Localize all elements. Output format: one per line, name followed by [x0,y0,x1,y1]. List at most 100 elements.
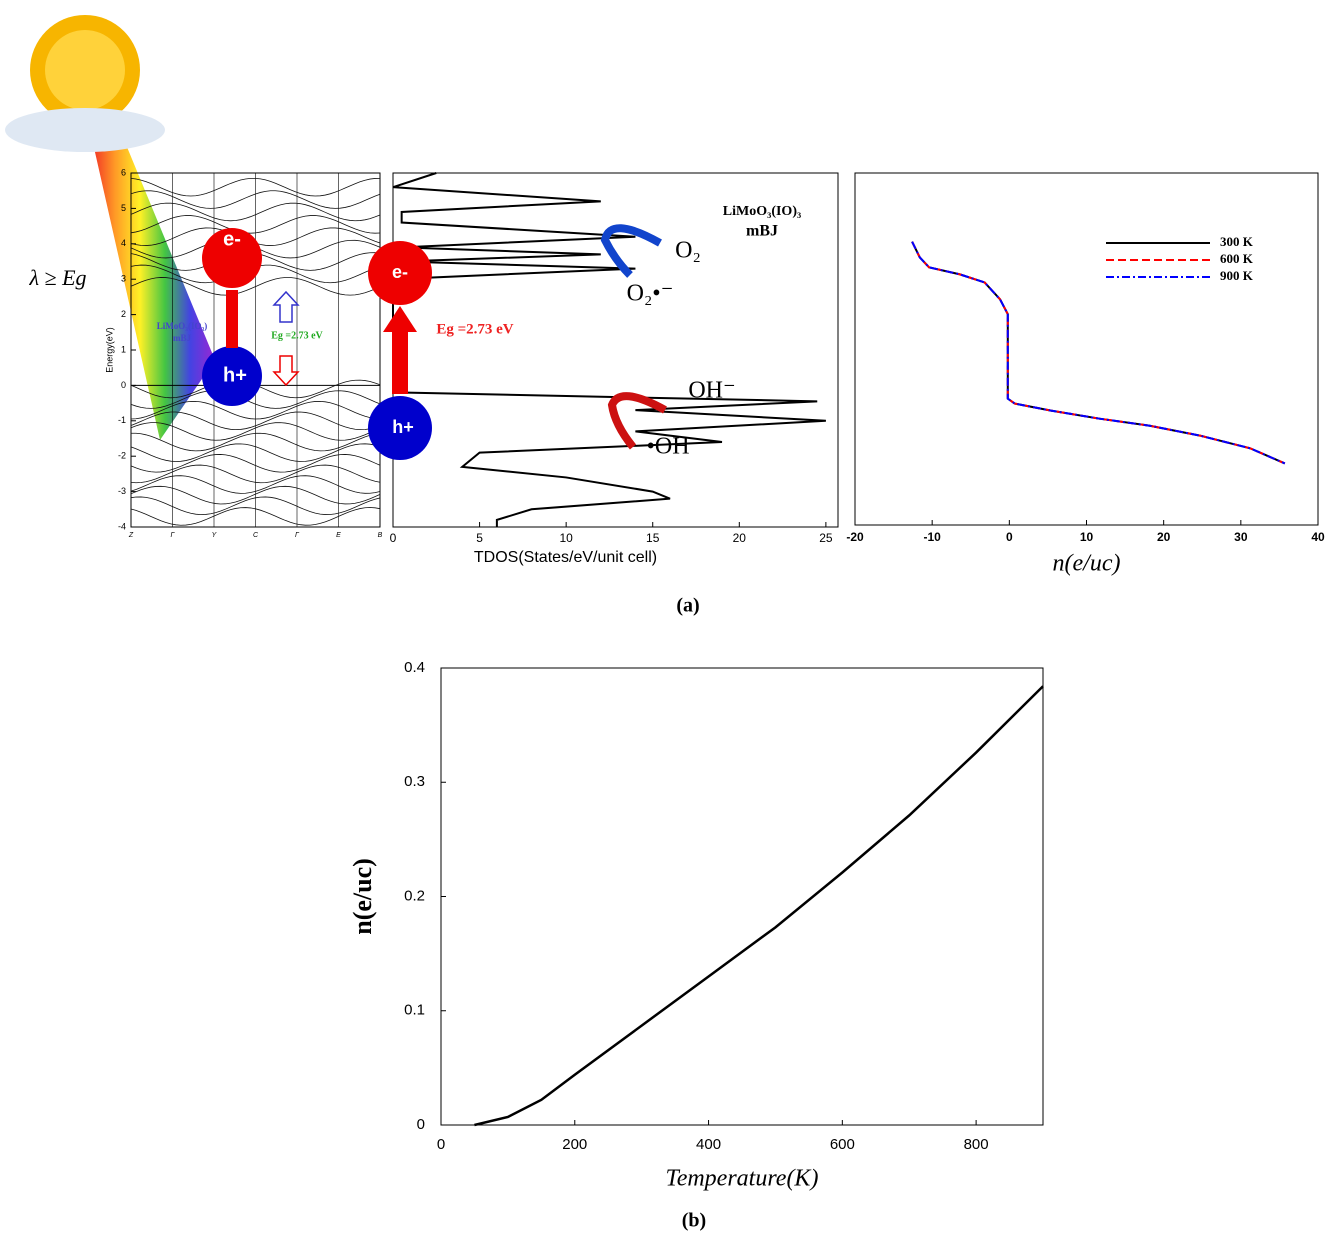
plot-frame [854,172,1319,526]
x-tick-label: 0 [1006,530,1013,544]
x-tick-label: 20 [733,531,747,545]
band-line [130,443,381,462]
reaction-arrow [607,392,667,450]
y-tick-label: 0 [417,1116,425,1133]
annotation: Eg =2.73 eV [271,330,323,341]
arrow [272,290,300,323]
legend-label: 600 K [1220,251,1254,266]
band-line [130,475,381,494]
x-axis-label: n(e/uc) [1053,551,1121,577]
x-tick-label: Z [128,532,134,539]
y-tick-label: 1 [121,344,126,354]
y-tick-label: 6 [121,167,126,177]
hole [368,396,432,460]
annotation: Eg =2.73 eV [436,321,513,337]
x-tick-label: B [378,532,383,539]
y-tick-label: -1 [118,415,126,425]
caption: (a) [676,595,699,617]
x-tick-label: 5 [476,531,483,545]
electron [368,241,432,305]
x-tick-label: 400 [696,1136,721,1153]
band-line [130,400,381,420]
y-tick-label: 0.4 [404,659,425,676]
y-tick-label: 0.2 [404,887,425,904]
x-tick-label: 30 [1234,530,1248,544]
reaction-arrow [600,224,662,278]
tdos-line [392,172,826,527]
x-tick-label: 600 [830,1136,855,1153]
series-line [911,241,1286,465]
x-tick-label: 40 [1311,530,1325,544]
x-axis-label: TDOS(States/eV/unit cell) [474,549,657,566]
band-line [130,277,381,296]
y-tick-label: -4 [118,521,126,531]
annotation: e- [392,262,408,282]
band-line [130,432,381,452]
band-line [130,390,381,409]
annotation: mBJ [173,333,192,343]
x-tick-label: 0 [390,531,397,545]
x-tick-label: 10 [559,531,573,545]
band-line [130,422,381,441]
x-tick-label: 200 [562,1136,587,1153]
y-tick-label: 0 [121,380,126,390]
band-line [130,485,381,505]
x-tick-label: 10 [1080,530,1094,544]
y-tick-label: 4 [121,238,126,248]
y-tick-label: 0.1 [404,1002,425,1019]
band-line [130,177,381,197]
x-tick-label: 20 [1157,530,1171,544]
y-tick-label: -3 [118,486,126,496]
x-tick-label: Γ [295,532,300,539]
annotation: e- [223,228,241,250]
band-line [130,411,381,431]
x-tick-label: C [253,532,259,539]
annotation: O₂•⁻ [627,281,674,307]
x-tick-label: -20 [846,530,864,544]
band-line [130,215,381,234]
hole [202,346,262,406]
x-tick-label: -10 [923,530,941,544]
series-line [911,241,1286,465]
legend-label: 900 K [1220,268,1254,283]
annotation: LiMoO₃(IO)₃ [723,204,801,219]
y-tick-label: 2 [121,309,126,319]
sun [5,15,165,152]
y-tick-label: 0.3 [404,773,425,790]
arrow [226,290,238,348]
x-axis-label: Temperature(K) [666,1166,819,1192]
x-tick-label: 25 [819,531,833,545]
annotation: mBJ [746,223,778,240]
band-line [130,464,381,484]
caption: (b) [682,1210,706,1232]
x-tick-label: Γ [171,532,176,539]
x-tick-label: 800 [964,1136,989,1153]
band-line [130,496,381,515]
series-line [474,685,1044,1127]
band-line [130,190,381,209]
band-line [130,507,381,526]
x-tick-label: E [336,532,341,539]
annotation: LiMoO₃(IO₃) [157,321,207,331]
annotation: O₂ [675,238,701,264]
annotation: •OH [646,434,689,460]
arrow [392,330,408,394]
arrow [272,355,300,387]
band-line [130,202,381,222]
y-tick-label: -2 [118,451,126,461]
x-tick-label: 0 [437,1136,445,1153]
y-axis-label: n(e/uc) [348,858,377,935]
y-tick-label: 3 [121,274,126,284]
x-tick-label: Y [212,532,218,539]
arrow [383,306,417,332]
annotation: λ ≥ Eg [28,265,86,290]
y-tick-label: 5 [121,203,126,213]
annotation: h+ [223,364,247,386]
band-line [130,454,381,473]
y-axis-label: Energy(eV) [104,327,114,373]
annotation: OH⁻ [688,378,735,404]
plot-frame [440,667,1044,1126]
electron [202,228,262,288]
legend-label: 300 K [1220,234,1254,249]
